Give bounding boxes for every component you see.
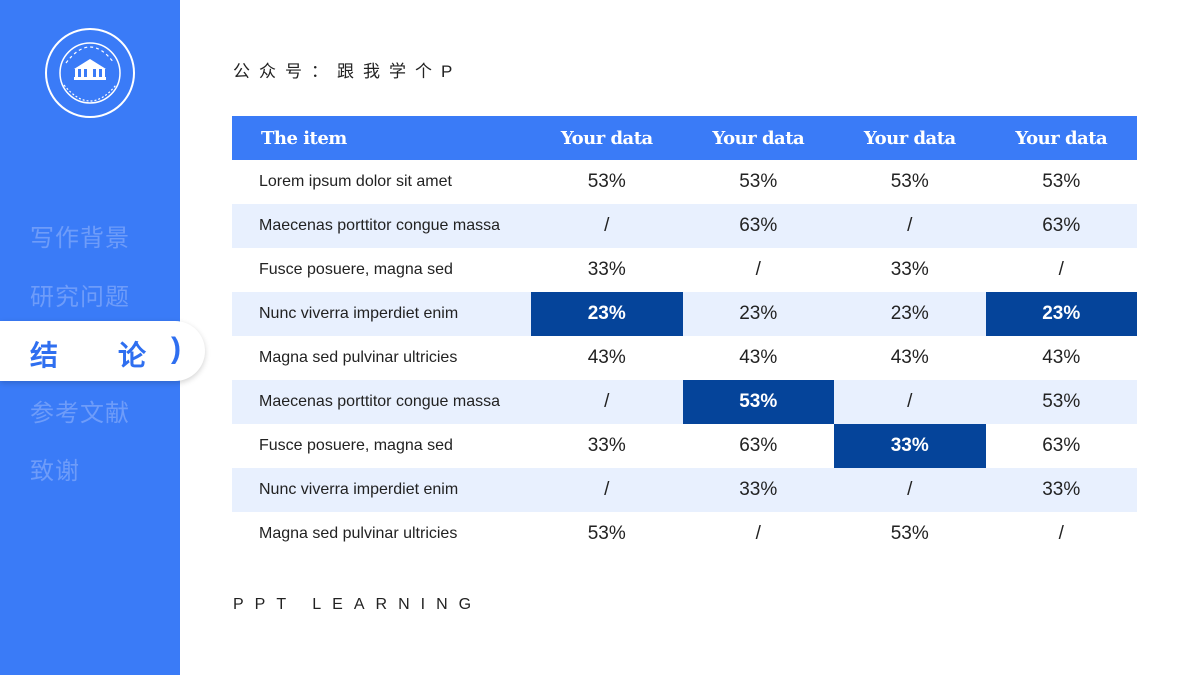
nav-active-paren: ) — [171, 332, 181, 365]
table-row: Maecenas porttitor congue massa / 53% / 53% — [232, 380, 1137, 424]
header-cell-data-2: Your data — [712, 127, 805, 149]
table-cell: / — [604, 479, 610, 500]
table-cell: 33% — [587, 259, 626, 280]
table-cell: / — [907, 391, 913, 412]
table-cell: / — [907, 215, 913, 236]
table-cell: 23% — [739, 303, 778, 324]
row-label: Fusce posuere, magna sed — [259, 261, 453, 278]
nav-item-thanks[interactable]: 致谢 — [30, 458, 80, 485]
nav-item-conclusion[interactable]: 结论 ) — [0, 321, 205, 381]
table-cell: 53% — [587, 523, 626, 544]
table-cell: 43% — [890, 347, 929, 368]
highlighted-cell: 33% — [834, 424, 986, 468]
table-cell: 63% — [1042, 435, 1081, 456]
page-title: 公众号：跟我学个P — [233, 62, 462, 81]
table-cell: / — [755, 259, 761, 280]
conclusion-char-2: 论 — [118, 340, 149, 371]
table-cell: 43% — [1042, 347, 1081, 368]
nav-item-references[interactable]: 参考文献 — [30, 400, 130, 427]
table-cell: 43% — [587, 347, 626, 368]
highlighted-cell: 53% — [682, 380, 834, 424]
table-cell: / — [907, 479, 913, 500]
university-seal-icon — [45, 28, 135, 118]
row-label: Magna sed pulvinar ultricies — [259, 525, 458, 542]
conclusion-char-1: 结 — [30, 340, 61, 371]
header-cell-data-3: Your data — [863, 127, 956, 149]
table-row: Magna sed pulvinar ultricies 53% / 53% / — [232, 512, 1137, 556]
table-row: Fusce posuere, magna sed 33% / 33% / — [232, 248, 1137, 292]
data-table: The item Your data Your data Your data Y… — [232, 116, 1137, 556]
nav-item-research-question[interactable]: 研究问题 — [30, 284, 130, 311]
table-cell: 53% — [890, 523, 929, 544]
header-cell-data-1: Your data — [560, 127, 653, 149]
table-cell: 33% — [890, 259, 929, 280]
highlighted-cell: 23% — [985, 292, 1137, 336]
table-body: Lorem ipsum dolor sit amet 53% 53% 53% 53% Ma… — [232, 160, 1137, 556]
table-cell: 53% — [1042, 391, 1081, 412]
table-row: Nunc viverra imperdiet enim / 33% / 33% — [232, 468, 1137, 512]
table-cell: 53% — [587, 171, 626, 192]
table-cell: / — [604, 391, 610, 412]
header-cell-data-4: Your data — [1015, 127, 1108, 149]
table-cell: 33% — [739, 479, 778, 500]
table-cell: 43% — [739, 347, 778, 368]
row-label: Lorem ipsum dolor sit amet — [259, 173, 452, 190]
table-cell: 53% — [890, 171, 929, 192]
table-cell: 33% — [1042, 479, 1081, 500]
nav-item-background[interactable]: 写作背景 — [30, 225, 130, 252]
table-row: Maecenas porttitor congue massa / 63% / 63% — [232, 204, 1137, 248]
row-label: Fusce posuere, magna sed — [259, 437, 453, 454]
nav-item-conclusion-label: 结论 — [30, 334, 148, 374]
table-row: Nunc viverra imperdiet enim 23% 23% 23% 23% — [232, 292, 1137, 336]
table-cell: / — [604, 215, 610, 236]
table-row: Fusce posuere, magna sed 33% 63% 33% 63% — [232, 424, 1137, 468]
row-label: Nunc viverra imperdiet enim — [259, 305, 459, 322]
footer-text: PPT LEARNING — [233, 596, 483, 613]
table-cell: / — [1058, 259, 1064, 280]
table-row: Magna sed pulvinar ultricies 43% 43% 43% 43% — [232, 336, 1137, 380]
table-cell: / — [755, 523, 761, 544]
table-cell: 53% — [1042, 171, 1081, 192]
row-label: Maecenas porttitor congue massa — [259, 393, 501, 410]
row-label: Magna sed pulvinar ultricies — [259, 349, 458, 366]
table-cell: 63% — [739, 215, 778, 236]
table-cell: 63% — [739, 435, 778, 456]
table-cell: 63% — [1042, 215, 1081, 236]
row-label: Maecenas porttitor congue massa — [259, 217, 501, 234]
table-cell: 33% — [587, 435, 626, 456]
table-cell: / — [1058, 523, 1064, 544]
table-header: The item Your data Your data Your data Y… — [232, 116, 1137, 160]
table-row: Lorem ipsum dolor sit amet 53% 53% 53% 53% — [232, 160, 1137, 204]
table-cell: 53% — [739, 171, 778, 192]
row-label: Nunc viverra imperdiet enim — [259, 481, 459, 498]
header-cell-item: The item — [261, 127, 347, 149]
table-cell: 23% — [890, 303, 929, 324]
highlighted-cell: 23% — [531, 292, 683, 336]
